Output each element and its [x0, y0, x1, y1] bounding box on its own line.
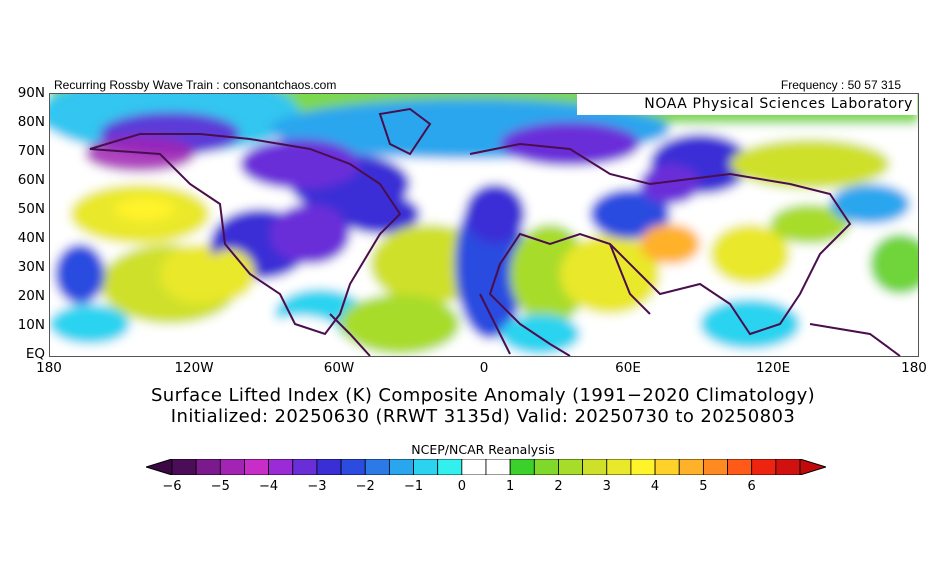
lat-label: 20N — [17, 288, 45, 304]
lon-label: 120E — [755, 360, 791, 376]
colorbar-swatch — [630, 459, 656, 475]
colorbar-tick-label: 1 — [506, 479, 515, 494]
colorbar-swatch — [364, 459, 390, 475]
lat-label: 70N — [17, 143, 45, 159]
colorbar-tick-label: −2 — [355, 479, 375, 494]
lat-label: EQ — [25, 346, 45, 362]
lat-label: 60N — [17, 172, 45, 188]
lat-label: 90N — [17, 85, 45, 101]
colorbar-swatch — [606, 459, 632, 475]
colorbar — [146, 459, 826, 475]
lon-label: 120W — [174, 360, 214, 376]
lon-label: 180 — [36, 360, 62, 376]
colorbar-tick-label: −1 — [403, 479, 424, 494]
anomaly-map — [49, 93, 919, 357]
colorbar-tick-label: 0 — [457, 479, 466, 494]
colorbar-swatch — [292, 459, 318, 475]
colorbar-tick-label: −3 — [307, 479, 327, 494]
colorbar-under-arrow — [146, 459, 173, 475]
lon-label: 0 — [479, 360, 489, 376]
colorbar-swatch — [219, 459, 245, 475]
colorbar-swatch — [171, 459, 197, 475]
colorbar-swatch — [340, 459, 366, 475]
header-frequency: Frequency : 50 57 315 — [780, 78, 901, 92]
colorbar-tick-label: 4 — [650, 479, 660, 494]
colorbar-swatch — [582, 459, 608, 475]
lat-label: 10N — [17, 317, 45, 333]
colorbar-swatch — [775, 459, 801, 475]
colorbar-tick-label: 2 — [554, 479, 563, 494]
colorbar-swatch — [316, 459, 342, 475]
colorbar-tick-label: −4 — [259, 479, 279, 494]
lat-label: 40N — [17, 230, 45, 246]
colorbar-tick-label: −5 — [210, 479, 230, 494]
colorbar-swatch — [485, 459, 511, 475]
lon-label: 180 — [901, 360, 927, 376]
colorbar-swatch — [558, 459, 584, 475]
colorbar-title: NCEP/NCAR Reanalysis — [411, 442, 555, 457]
colorbar-tick-label: 6 — [747, 479, 756, 494]
header-source: Recurring Rossby Wave Train : consonantc… — [54, 78, 337, 92]
colorbar-over-arrow — [799, 459, 826, 475]
colorbar-tick-label: 3 — [602, 479, 611, 494]
colorbar-swatch — [461, 459, 487, 475]
colorbar-swatch — [727, 459, 753, 475]
map-title: Surface Lifted Index (K) Composite Anoma… — [150, 385, 816, 406]
lon-label: 60W — [323, 360, 355, 376]
colorbar-swatch — [268, 459, 294, 475]
colorbar-swatch — [678, 459, 704, 475]
map-subtitle: Initialized: 20250630 (RRWT 3135d) Valid… — [170, 406, 796, 427]
colorbar-tick-label: −6 — [162, 479, 182, 494]
colorbar-swatch — [509, 459, 535, 475]
colorbar-swatch — [702, 459, 728, 475]
lat-label: 50N — [17, 201, 45, 217]
lon-label: 60E — [615, 360, 641, 376]
colorbar-swatch — [437, 459, 463, 475]
colorbar-swatch — [751, 459, 777, 475]
colorbar-swatch — [388, 459, 414, 475]
lat-label: 30N — [17, 259, 45, 275]
coastlines — [89, 107, 901, 356]
colorbar-tick-label: 5 — [699, 479, 708, 494]
colorbar-swatch — [413, 459, 439, 475]
colorbar-swatch — [533, 459, 559, 475]
watermark-noaa: NOAA Physical Sciences Laboratory — [577, 94, 917, 115]
colorbar-swatch — [195, 459, 221, 475]
colorbar-swatch — [244, 459, 270, 475]
lat-label: 80N — [17, 114, 45, 130]
colorbar-swatch — [654, 459, 680, 475]
